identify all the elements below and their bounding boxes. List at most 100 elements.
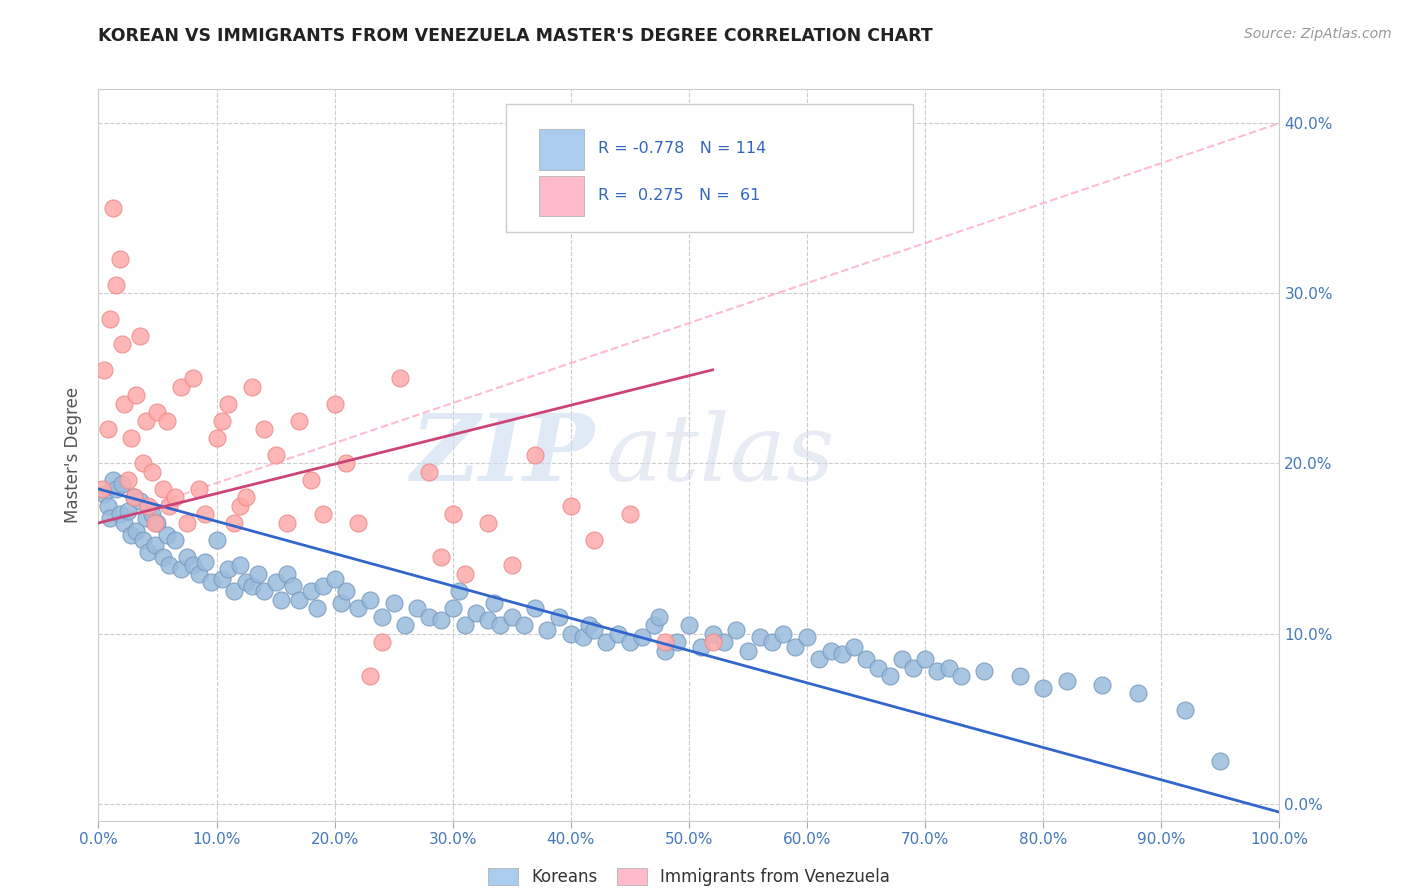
Point [146,516,169,530]
Point [477,516,499,530]
Bar [538,129,583,169]
Point [761,635,783,649]
Point [235,491,257,505]
Point [441,508,464,522]
Point [176,516,198,530]
Point [253,422,276,436]
Point [305,601,328,615]
Point [93,363,115,377]
Point [299,584,322,599]
Point [264,575,287,590]
Point [132,533,155,547]
Point [536,623,558,637]
Point [229,558,252,573]
Point [578,618,600,632]
Point [678,618,700,632]
Point [288,592,311,607]
Point [619,635,641,649]
Point [785,640,807,654]
Point [748,630,770,644]
Point [135,414,157,428]
Point [796,630,818,644]
Point [270,592,292,607]
Text: R = -0.778   N = 114: R = -0.778 N = 114 [598,141,766,156]
Point [217,397,239,411]
Point [501,609,523,624]
Point [108,252,131,267]
Point [312,508,335,522]
Point [101,201,124,215]
Point [406,601,429,615]
Point [447,584,470,599]
Point [181,371,204,385]
Point [607,626,630,640]
Point [112,397,135,411]
Point [925,664,948,678]
Point [430,549,453,564]
Point [689,640,711,654]
Point [229,499,252,513]
Point [141,465,163,479]
Point [347,601,370,615]
Point [101,474,124,488]
Point [583,623,606,637]
Point [122,491,145,505]
Point [394,618,416,632]
Point [156,528,179,542]
Point [914,652,936,666]
Point [200,575,222,590]
Point [648,609,671,624]
Point [105,482,128,496]
Point [176,549,198,564]
Point [253,584,276,599]
Point [772,626,794,640]
Point [879,669,901,683]
Point [235,575,257,590]
Legend: Koreans, Immigrants from Venezuela: Koreans, Immigrants from Venezuela [481,862,897,892]
Point [820,643,842,657]
Point [283,579,305,593]
Point [194,555,217,569]
Point [264,448,287,462]
Bar [538,176,583,216]
Point [224,584,246,599]
Point [512,618,534,632]
Point [217,562,239,576]
Point [136,499,159,513]
Point [595,635,617,649]
Point [125,524,148,539]
Point [702,626,724,640]
Point [157,499,180,513]
Point [165,533,187,547]
Point [187,482,209,496]
Point [152,549,174,564]
Point [725,623,748,637]
Point [152,482,174,496]
Point [949,669,972,683]
Point [205,533,228,547]
Point [382,596,405,610]
Point [323,397,346,411]
Point [211,572,233,586]
Point [1091,677,1114,691]
Point [1174,703,1197,717]
Point [128,329,150,343]
Point [501,558,523,573]
Point [121,528,143,542]
Point [524,448,547,462]
Point [98,511,121,525]
Point [844,640,866,654]
Point [91,482,114,496]
Point [329,596,352,610]
Point [713,635,735,649]
Point [453,566,475,581]
Point [240,380,263,394]
Point [97,422,120,436]
Point [141,508,163,522]
Point [619,508,641,522]
Point [224,516,246,530]
Point [246,566,269,581]
Point [276,566,298,581]
Point [194,508,217,522]
Point [128,493,150,508]
